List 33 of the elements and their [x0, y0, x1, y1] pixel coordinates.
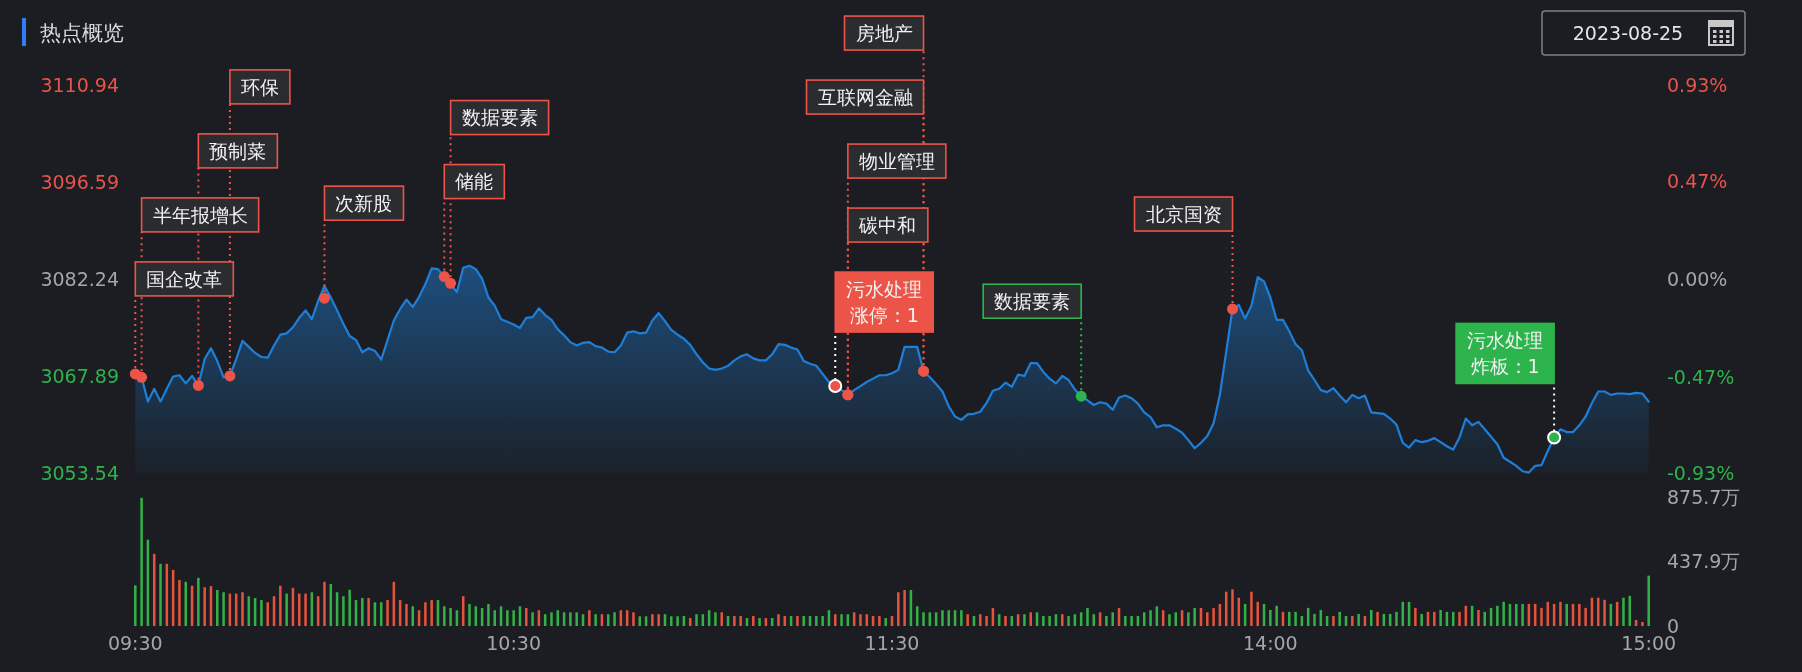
y2-tick-label: -0.93%	[1667, 461, 1735, 484]
x-tick-label: 09:30	[107, 632, 163, 654]
y-tick-label: 3067.89	[40, 364, 119, 387]
y2-tick-label: 0.47%	[1667, 169, 1728, 192]
text: 北京国资	[1145, 202, 1222, 225]
y-tick-label: 437.9万	[1667, 550, 1741, 573]
text: 互联网金融	[817, 85, 913, 108]
text: 预制菜	[209, 139, 267, 162]
text: 污水处理涨停：1	[846, 277, 923, 326]
y-tick-label: 3110.94	[40, 73, 119, 96]
x-tick-label: 10:30	[486, 632, 542, 654]
text: 数据要素	[461, 106, 538, 129]
text: 房地产	[855, 21, 913, 44]
y-tick-label: 3053.54	[40, 461, 119, 484]
text: 储能	[455, 170, 494, 193]
y2-tick-label: -0.47%	[1667, 365, 1735, 388]
text: 国企改革	[146, 267, 223, 290]
y-tick-label: 875.7万	[1667, 485, 1741, 508]
y-tick-label: 3096.59	[40, 170, 119, 193]
y2-tick-label: 0.93%	[1667, 73, 1728, 96]
text: 数据要素	[994, 290, 1071, 313]
y-tick-label: 3082.24	[40, 267, 119, 290]
text: 环保	[240, 75, 279, 98]
text: 碳中和	[858, 213, 917, 236]
text: 次新股	[335, 192, 393, 215]
y2-tick-label: 0.00%	[1667, 267, 1728, 290]
text: 物业管理	[858, 149, 935, 172]
x-tick-label: 14:00	[1242, 632, 1298, 654]
chart-subtitle: 2023-08-25	[1572, 22, 1684, 44]
chart-title: 热点概览	[40, 21, 124, 45]
x-tick-label: 11:30	[864, 632, 920, 654]
text: 半年报增长	[152, 203, 248, 226]
text: 污水处理炸板：1	[1467, 329, 1544, 378]
